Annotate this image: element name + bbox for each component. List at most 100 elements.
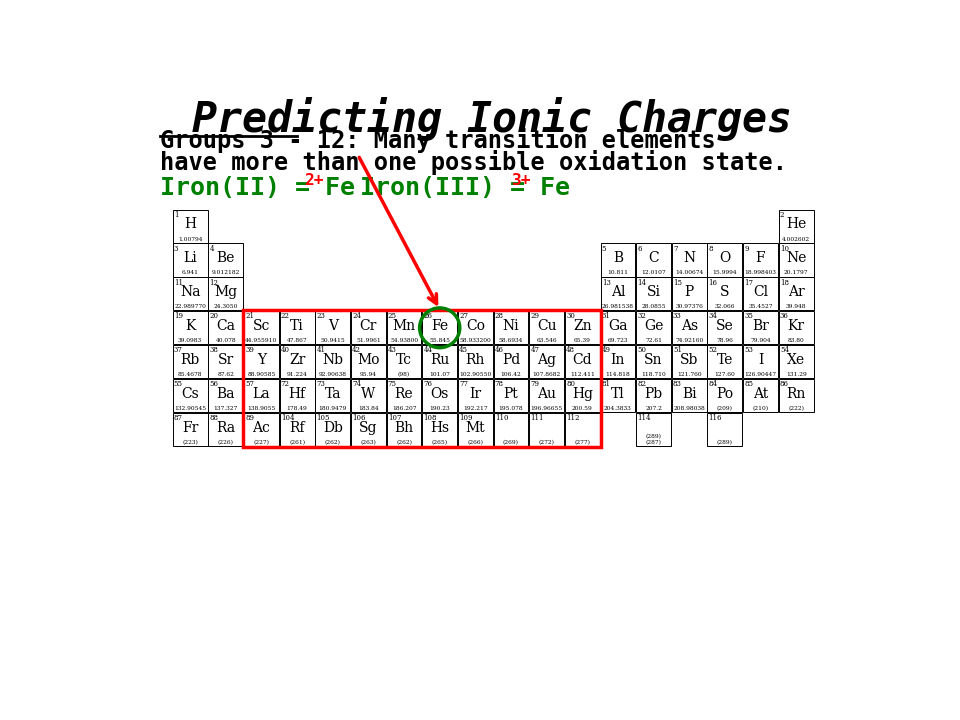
- Bar: [672, 345, 707, 378]
- Bar: [493, 345, 528, 378]
- Text: 44: 44: [423, 346, 432, 354]
- Bar: [315, 413, 350, 446]
- Text: 24: 24: [352, 312, 361, 320]
- Bar: [173, 413, 207, 446]
- Text: 15: 15: [673, 279, 682, 287]
- Text: 31: 31: [602, 312, 611, 320]
- Text: 33: 33: [673, 312, 682, 320]
- Text: Mn: Mn: [393, 319, 416, 333]
- Text: Rb: Rb: [180, 353, 200, 367]
- Bar: [779, 210, 814, 243]
- Text: 131.29: 131.29: [786, 372, 806, 377]
- Text: 137.327: 137.327: [214, 406, 238, 411]
- Text: B: B: [612, 251, 623, 266]
- Bar: [173, 210, 207, 243]
- Text: 3+: 3+: [512, 174, 531, 189]
- Text: (263): (263): [360, 440, 376, 445]
- Bar: [422, 345, 457, 378]
- Text: Db: Db: [323, 420, 343, 435]
- Text: W: W: [361, 387, 375, 401]
- Text: (269): (269): [503, 440, 519, 445]
- Text: 15.9994: 15.9994: [712, 271, 737, 276]
- Text: 23: 23: [317, 312, 325, 320]
- Text: Fe: Fe: [431, 319, 448, 333]
- Text: Se: Se: [716, 319, 733, 333]
- Bar: [708, 379, 742, 412]
- Text: 55: 55: [174, 380, 182, 388]
- Text: Pd: Pd: [502, 353, 520, 367]
- Bar: [779, 311, 814, 344]
- Text: Po: Po: [716, 387, 733, 401]
- Bar: [779, 277, 814, 310]
- Bar: [672, 277, 707, 310]
- Text: 116: 116: [708, 414, 722, 422]
- Bar: [422, 311, 457, 344]
- Text: 30.97376: 30.97376: [675, 305, 703, 310]
- Text: 91.224: 91.224: [287, 372, 307, 377]
- Text: 57: 57: [245, 380, 254, 388]
- Text: 35: 35: [744, 312, 754, 320]
- Text: P: P: [684, 285, 694, 300]
- Text: 1.00794: 1.00794: [178, 237, 203, 241]
- Text: 88: 88: [209, 414, 219, 422]
- Text: He: He: [786, 217, 806, 232]
- Bar: [672, 311, 707, 344]
- Text: (289): (289): [717, 440, 732, 445]
- Text: Te: Te: [717, 353, 733, 367]
- Bar: [743, 345, 778, 378]
- Bar: [743, 311, 778, 344]
- Text: Cd: Cd: [572, 353, 592, 367]
- Text: 38: 38: [209, 346, 218, 354]
- Text: (98): (98): [397, 372, 410, 377]
- Text: 50.9415: 50.9415: [321, 338, 345, 343]
- Bar: [601, 379, 636, 412]
- Text: 85: 85: [744, 380, 754, 388]
- Text: In: In: [611, 353, 625, 367]
- Text: (210): (210): [753, 406, 769, 411]
- Text: 104: 104: [281, 414, 295, 422]
- Text: Y: Y: [257, 353, 266, 367]
- Text: 2: 2: [780, 211, 784, 219]
- Text: 9: 9: [744, 245, 749, 253]
- Bar: [387, 413, 421, 446]
- Bar: [564, 413, 600, 446]
- Text: Ne: Ne: [786, 251, 806, 266]
- Bar: [636, 311, 671, 344]
- Text: 92.90638: 92.90638: [319, 372, 347, 377]
- Text: 53: 53: [744, 346, 754, 354]
- Text: 17: 17: [744, 279, 754, 287]
- Text: 1: 1: [174, 211, 179, 219]
- Text: Iron(III) = Fe: Iron(III) = Fe: [360, 176, 570, 199]
- Text: 79.904: 79.904: [750, 338, 771, 343]
- Text: 82: 82: [637, 380, 646, 388]
- Bar: [779, 243, 814, 276]
- Text: 69.723: 69.723: [608, 338, 628, 343]
- Text: 108: 108: [423, 414, 437, 422]
- Text: 186.207: 186.207: [392, 406, 417, 411]
- Text: 95.94: 95.94: [360, 372, 377, 377]
- Text: 126.90447: 126.90447: [745, 372, 777, 377]
- Text: 195.078: 195.078: [498, 406, 523, 411]
- Text: 87: 87: [174, 414, 182, 422]
- Bar: [279, 345, 315, 378]
- Text: Tl: Tl: [612, 387, 625, 401]
- Text: 46: 46: [494, 346, 504, 354]
- Text: (261): (261): [289, 440, 305, 445]
- Bar: [208, 345, 243, 378]
- Text: (227): (227): [253, 440, 270, 445]
- Bar: [387, 379, 421, 412]
- Bar: [315, 345, 350, 378]
- Text: Pb: Pb: [644, 387, 662, 401]
- Text: (277): (277): [574, 440, 590, 445]
- Text: 121.760: 121.760: [677, 372, 702, 377]
- Bar: [458, 379, 492, 412]
- Text: 77: 77: [459, 380, 468, 388]
- Text: 51: 51: [673, 346, 682, 354]
- Text: 196.96655: 196.96655: [531, 406, 563, 411]
- Text: 4: 4: [209, 245, 214, 253]
- Bar: [315, 311, 350, 344]
- Text: 180.9479: 180.9479: [319, 406, 347, 411]
- Text: Ar: Ar: [788, 285, 804, 300]
- Text: 10.811: 10.811: [608, 271, 629, 276]
- Bar: [529, 311, 564, 344]
